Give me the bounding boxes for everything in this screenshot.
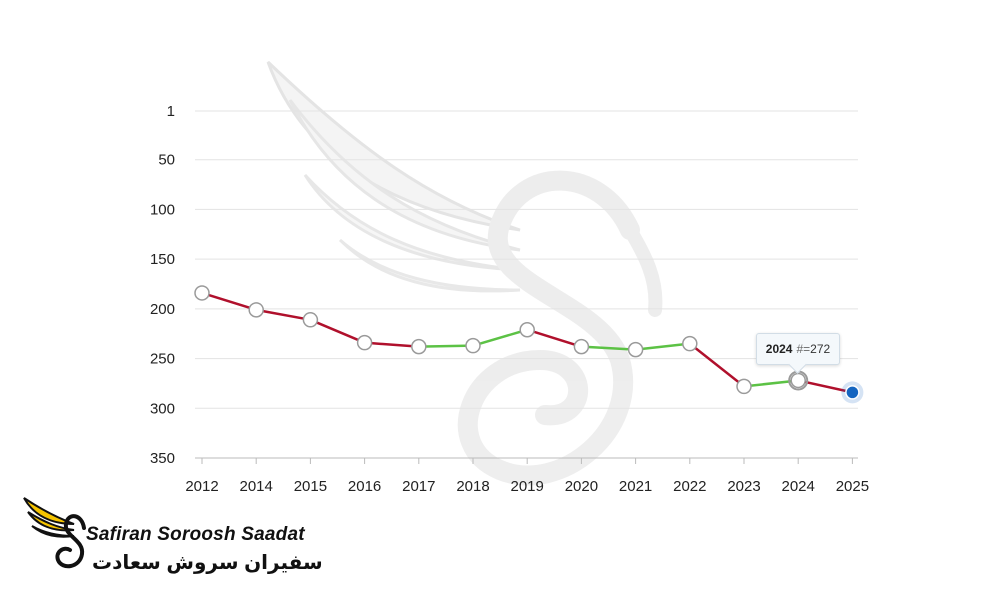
x-axis: 2012 2014 2015 2016 2017 2018 2019 2020 2021 2022… [185,457,869,495]
data-point[interactable] [248,302,264,318]
data-point[interactable] [790,372,806,389]
x-tick-label: 2025 [836,478,869,495]
tooltip-year: 2024 [765,342,793,356]
data-point[interactable] [519,321,535,338]
y-tick-label: 200 [150,301,175,318]
series-segment [363,341,421,348]
y-tick-label: 350 [150,450,175,467]
data-point[interactable] [356,334,373,351]
x-tick-label: 2012 [185,478,218,495]
winged-s-icon [23,497,86,569]
tooltip-value: 272 [810,342,831,356]
series-segment [200,291,258,312]
series-segment [525,328,583,348]
series-segment [634,342,692,351]
x-tick-label: 2018 [456,478,489,495]
logo-name-en: Safiran Soroosh Saadat [86,524,305,545]
series-segment [688,342,746,388]
tooltip: 2024 #= 272 [756,333,840,365]
data-point[interactable] [302,312,319,328]
y-tick-label: 250 [150,351,175,368]
x-tick-label: 2016 [348,478,381,495]
x-tick-label: 2017 [402,478,435,495]
series-points [194,285,864,404]
data-point[interactable] [465,337,481,354]
data-point[interactable] [194,285,210,301]
data-point[interactable] [627,341,644,358]
x-tick-label: 2024 [782,478,815,495]
data-point[interactable] [845,385,860,400]
watermark-wing-icon [266,60,663,486]
y-tick-label: 100 [150,201,175,218]
series-segment [471,328,529,347]
data-point[interactable] [736,378,752,395]
x-tick-label: 2023 [727,478,760,495]
series-segment [309,318,366,344]
tooltip-separator: #= [796,342,811,356]
logo: Safiran Soroosh Saadat سفیران سروش سعادت [22,494,323,578]
series-line [200,291,854,394]
logo-name-fa: سفیران سروش سعادت [92,552,323,574]
data-point[interactable] [411,338,427,355]
y-tick-label: 150 [150,251,175,268]
x-tick-label: 2015 [294,478,327,495]
x-tick-label: 2019 [511,478,544,495]
series-segment [580,345,637,351]
x-tick-label: 2021 [619,478,652,495]
data-point[interactable] [682,335,698,352]
series-segment [254,308,312,322]
x-tick-label: 2022 [673,478,706,495]
data-point[interactable] [573,338,590,355]
x-tick-label: 2014 [240,478,273,495]
y-tick-label: 50 [158,152,175,169]
y-tick-label: 300 [150,400,175,417]
series-segment [417,344,475,348]
x-tick-label: 2020 [565,478,598,495]
y-tick-label: 1 [167,103,175,120]
